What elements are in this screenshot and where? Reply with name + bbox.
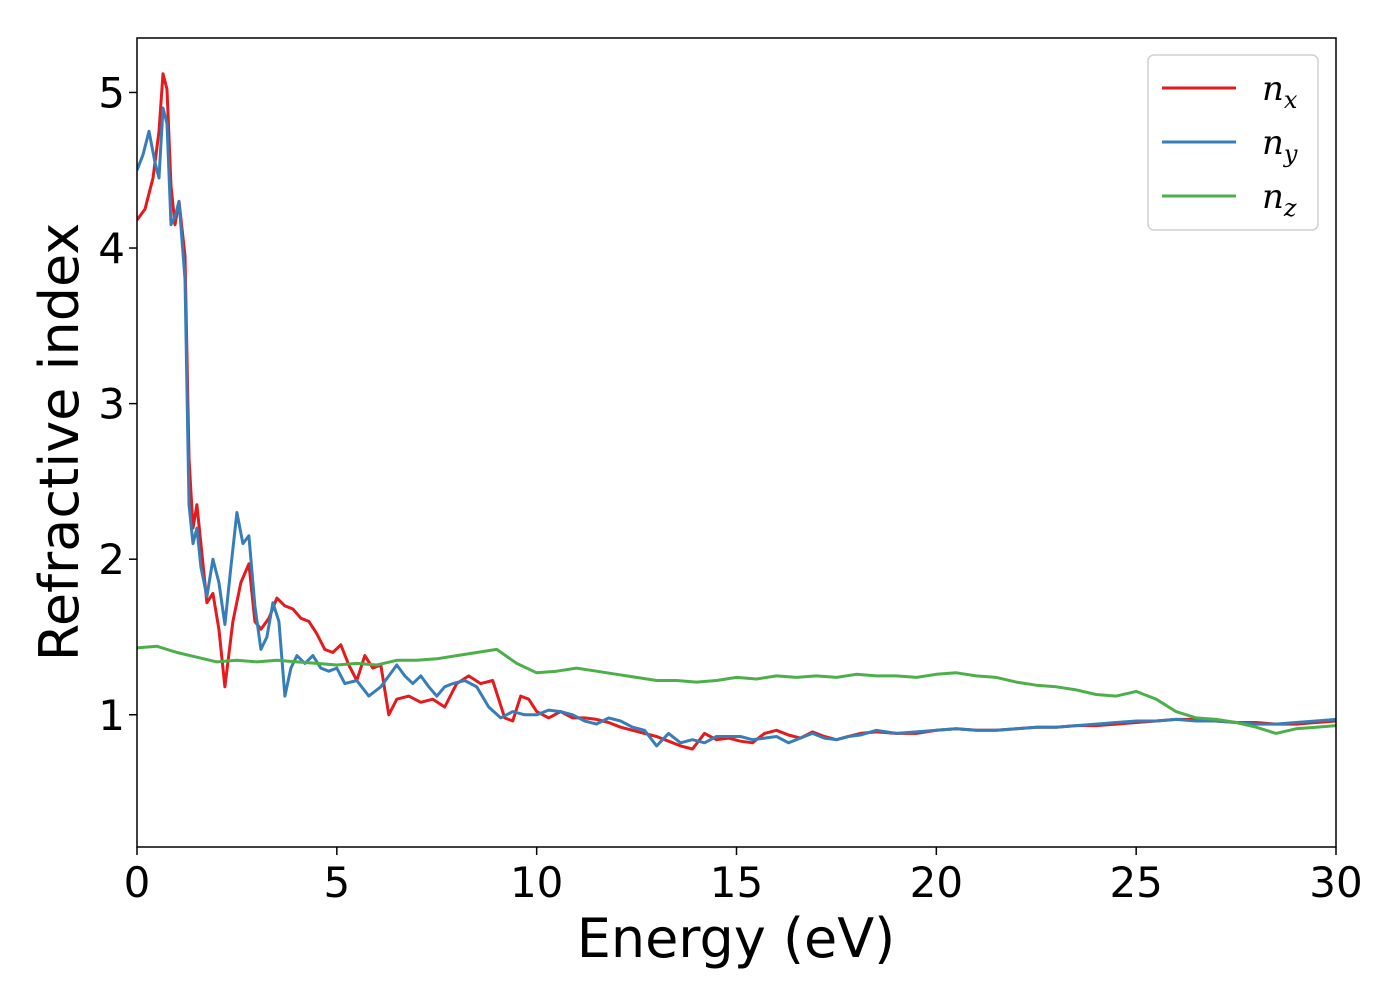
series-layer [137, 72, 1336, 751]
x-tick-label: 30 [1309, 858, 1362, 907]
ticks-layer: 0 5 10 15 20 25 30 1 2 3 4 5 [98, 68, 1362, 907]
y-tick-label: 2 [98, 535, 125, 584]
x-tick-label: 15 [710, 858, 763, 907]
x-tick-label: 25 [1109, 858, 1162, 907]
x-tick-label: 0 [124, 858, 151, 907]
x-axis-label: Energy (eV) [577, 907, 896, 970]
series-line-n-z [137, 644, 1336, 735]
y-axis-label: Refractive index [28, 223, 91, 662]
x-tick-label: 20 [910, 858, 963, 907]
y-tick-label: 1 [98, 691, 125, 740]
y-tick-label: 3 [98, 380, 125, 429]
legend-label-x: nx [1262, 69, 1298, 114]
x-tick-label: 5 [323, 858, 350, 907]
series-line-n-y [137, 106, 1336, 748]
y-tick-label: 4 [98, 224, 125, 273]
y-tick-label: 5 [98, 68, 125, 117]
x-tick-label: 10 [510, 858, 563, 907]
